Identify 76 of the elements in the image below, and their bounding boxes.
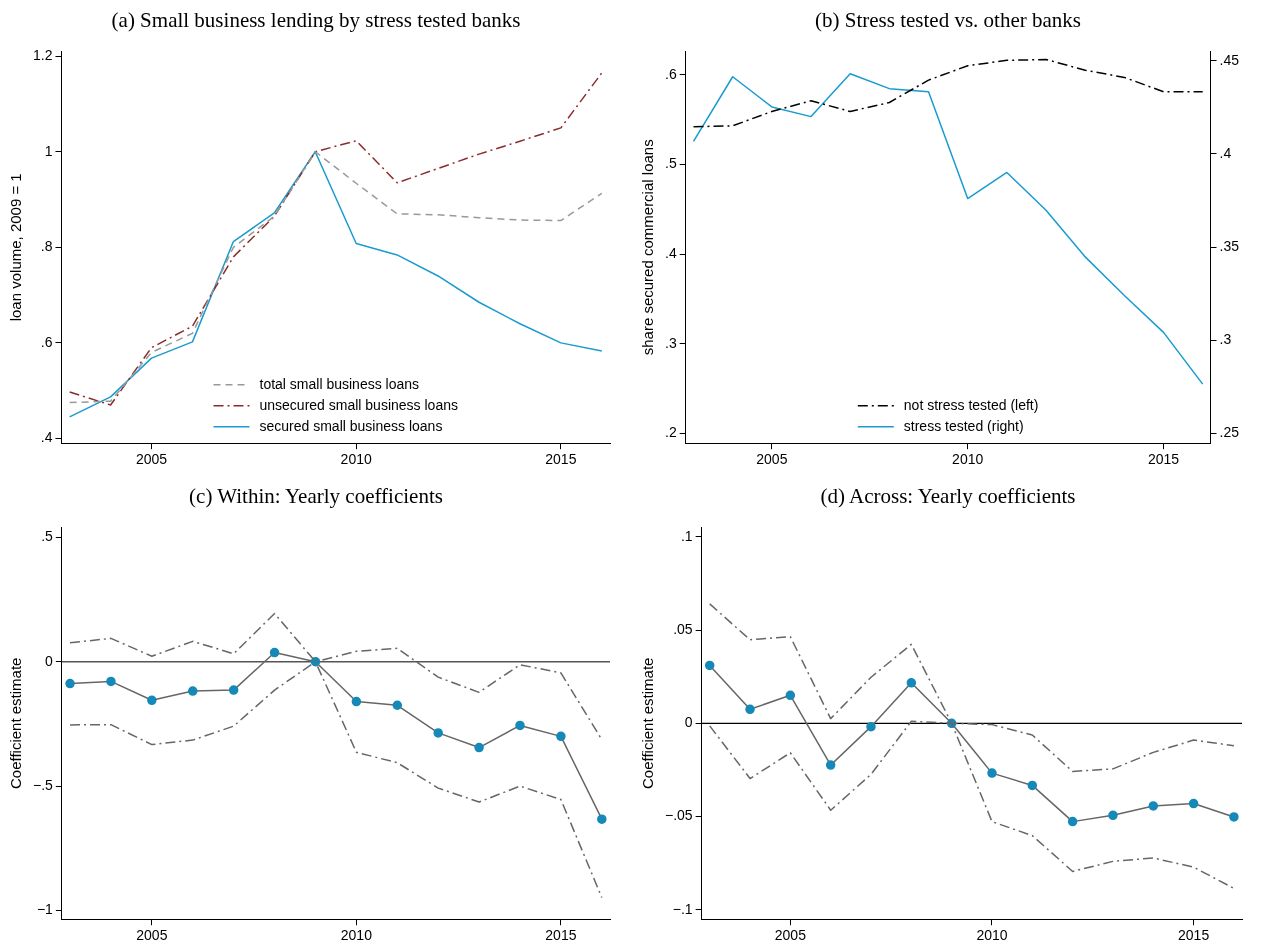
y-tick-label: .5 [41,528,54,545]
y2-tick-label: .35 [1219,237,1240,254]
point [474,742,484,753]
point [1108,810,1118,821]
point [825,760,836,770]
x-tick-label: 2010 [340,927,373,944]
y-tick-label: 0 [45,652,54,669]
point [745,704,755,715]
chart-title: (b) Stress tested vs. other banks [814,7,1082,34]
y2-tick-label: .45 [1219,51,1240,68]
chart-title: (d) Across: Yearly coefficients [819,483,1077,510]
x-tick-label: 2005 [135,451,168,468]
x-tick-label: 2010 [340,451,372,468]
x-tick-label: 2010 [976,927,1008,944]
y2-tick-label: .25 [1219,424,1240,441]
y-tick-label: .4 [40,429,53,446]
y-tick-label: .8 [40,238,53,255]
point [597,814,607,824]
point [1067,816,1078,827]
legend-label: not stress tested (left) [903,396,1039,413]
y-axis-title: loan volume, 2009 = 1 [7,173,25,322]
y-tick-label: 0 [684,714,693,731]
chart-title: (c) Within: Yearly coefficients [188,483,444,510]
point [65,678,75,689]
point [556,731,566,742]
x-tick-label: 2015 [545,451,577,468]
legend-label: unsecured small business loans [259,396,458,413]
point [1229,812,1239,822]
point [515,720,525,731]
y-tick-label: .3 [664,334,677,351]
point [704,660,715,671]
x-tick-label: 2010 [952,451,984,468]
point [106,676,116,687]
point [147,695,157,706]
point [906,678,917,688]
y-tick-label: .2 [664,424,677,441]
point [987,768,997,778]
y-axis-title: Coefficient estimate [639,657,657,790]
y-tick-label: 1.2 [32,47,53,64]
point [1027,780,1038,791]
point [785,690,796,701]
point [392,700,403,711]
chart-title: (a) Small business lending by stress tested banks [110,7,522,34]
y-tick-label: .05 [673,620,693,637]
y-tick-label: −.5 [32,776,54,793]
y-tick-label: .4 [664,244,677,261]
point [351,696,362,707]
y-tick-label: −.1 [672,900,693,917]
y-tick-label: 1 [44,142,53,159]
legend-label: secured small business loans [259,417,443,434]
point [228,685,239,695]
y2-tick-label: .4 [1219,144,1232,161]
y-tick-label: −1 [36,901,54,918]
x-tick-label: 2005 [136,927,168,944]
point [269,647,280,658]
y-axis-title: share secured commercial loans [639,139,657,356]
y-tick-label: .6 [664,65,677,82]
line-series [692,58,1204,128]
y-tick-label: .1 [680,527,693,544]
y2-tick-label: .3 [1219,331,1232,348]
point [866,721,876,732]
point [188,686,198,696]
point [1148,801,1159,811]
x-tick-label: 2015 [545,927,577,944]
point [1188,798,1199,809]
y-tick-label: .5 [664,155,677,172]
legend-label: stress tested (right) [903,417,1024,434]
y-tick-label: .6 [40,333,53,350]
legend-label: total small business loans [259,375,420,392]
y-axis-title: Coefficient estimate [7,657,25,790]
point [433,728,443,738]
x-tick-label: 2005 [756,451,788,468]
y-tick-label: −.05 [665,807,693,824]
x-tick-label: 2015 [1147,451,1180,468]
x-tick-label: 2015 [1178,927,1210,944]
x-tick-label: 2005 [774,927,807,944]
